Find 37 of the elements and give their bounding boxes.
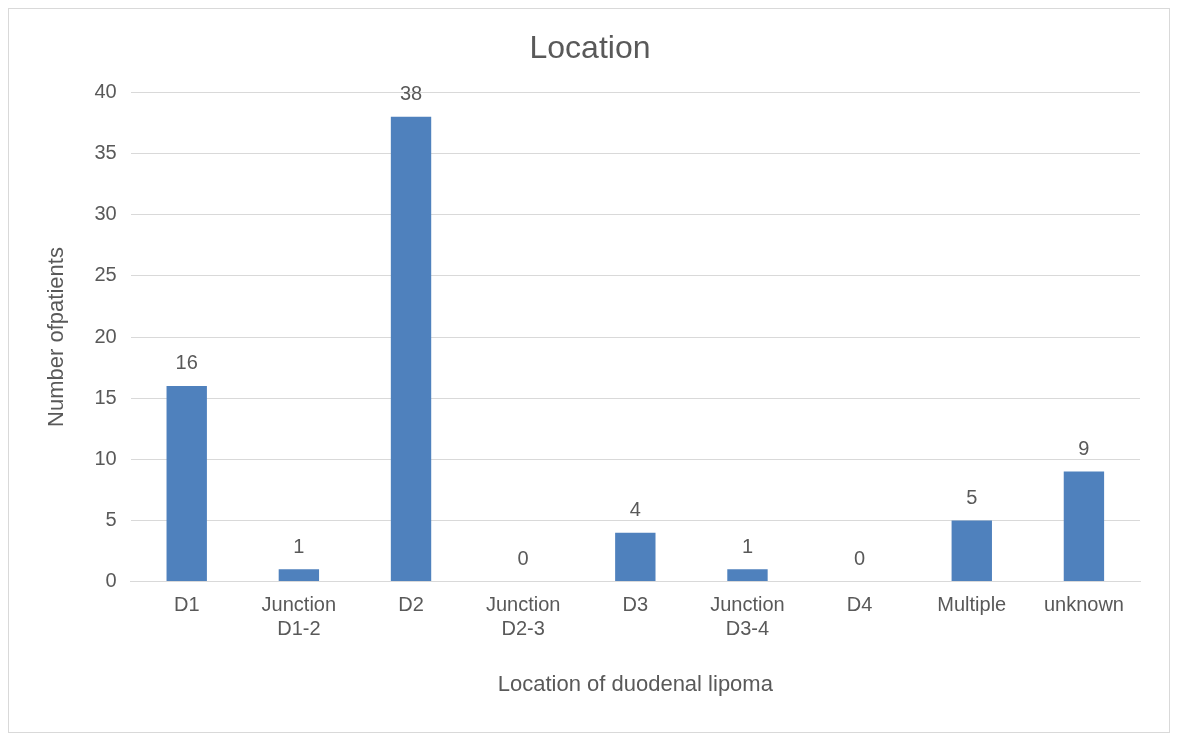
x-tick-label: unknown	[1043, 593, 1124, 616]
y-tick-label: 35	[94, 141, 117, 164]
chart-title: Location	[529, 29, 651, 66]
y-tick-label: 20	[94, 324, 117, 347]
y-axis-title: Number ofpatients	[43, 247, 69, 427]
bar	[166, 385, 207, 582]
bar	[390, 116, 432, 582]
x-tick-label: D1	[173, 593, 200, 616]
data-label: 5	[966, 485, 978, 508]
data-label: 0	[517, 547, 529, 570]
bar	[951, 520, 992, 582]
data-label: 0	[854, 547, 866, 570]
x-tick-label: D2	[398, 593, 424, 616]
x-tick-label: D4	[846, 593, 873, 616]
bar	[615, 532, 656, 582]
data-label: 4	[629, 498, 641, 521]
x-tick-label: Multiple	[937, 593, 1007, 616]
y-tick-label: 30	[94, 202, 117, 225]
y-tick-label: 25	[94, 263, 117, 286]
data-label: 38	[399, 82, 423, 105]
data-label: 1	[741, 534, 754, 557]
data-label: 1	[293, 534, 305, 557]
y-tick-label: 15	[94, 385, 117, 408]
bar	[278, 569, 320, 582]
bar	[727, 569, 768, 582]
y-tick-label: 40	[94, 79, 117, 102]
bar	[1063, 471, 1105, 582]
x-axis-title: Location of duodenal lipoma	[497, 670, 774, 696]
x-tick-label: Junction D2-3	[485, 593, 561, 640]
y-tick-label: 0	[105, 569, 117, 592]
y-tick-label: 5	[105, 507, 117, 530]
y-tick-label: 10	[94, 446, 117, 469]
data-label: 9	[1078, 437, 1090, 460]
x-tick-label: D3	[622, 593, 649, 616]
data-label: 16	[175, 351, 198, 374]
x-tick-label: Junction D3-4	[710, 593, 785, 640]
x-tick-label: Junction D1-2	[261, 593, 337, 640]
